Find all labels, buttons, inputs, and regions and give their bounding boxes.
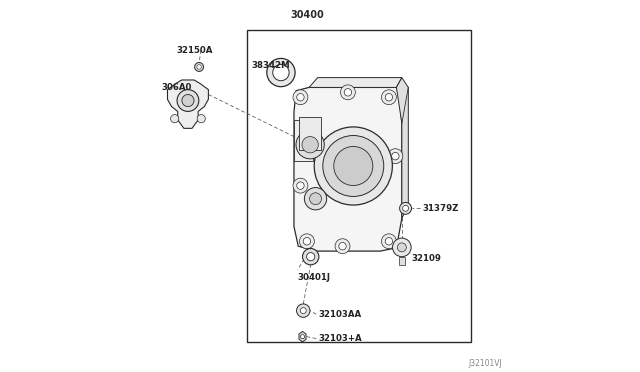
Circle shape — [403, 205, 408, 211]
Circle shape — [293, 178, 308, 193]
Text: 30400: 30400 — [290, 10, 324, 20]
Bar — [248, 30, 470, 342]
Circle shape — [297, 93, 304, 101]
Circle shape — [385, 238, 392, 245]
Circle shape — [388, 149, 403, 164]
Text: 306A0: 306A0 — [162, 83, 192, 92]
Circle shape — [381, 90, 396, 105]
Polygon shape — [396, 78, 408, 218]
Text: 32109: 32109 — [411, 254, 441, 263]
Polygon shape — [168, 80, 209, 128]
Polygon shape — [294, 87, 402, 251]
Circle shape — [340, 85, 355, 100]
Polygon shape — [299, 331, 306, 342]
Circle shape — [303, 238, 310, 245]
Circle shape — [300, 234, 314, 249]
Circle shape — [392, 238, 411, 257]
Text: 30401J: 30401J — [298, 273, 331, 282]
Circle shape — [293, 90, 308, 105]
Text: 38342M: 38342M — [251, 61, 290, 70]
Circle shape — [170, 115, 179, 123]
Circle shape — [344, 89, 351, 96]
Circle shape — [296, 304, 310, 317]
Circle shape — [305, 187, 326, 210]
Circle shape — [399, 202, 412, 214]
Bar — [399, 257, 405, 265]
Circle shape — [197, 65, 202, 69]
Text: 32103+A: 32103+A — [318, 334, 362, 343]
Circle shape — [182, 94, 194, 106]
Text: 32103AA: 32103AA — [318, 310, 361, 319]
Text: 31379Z: 31379Z — [422, 204, 459, 213]
Circle shape — [300, 308, 306, 314]
Circle shape — [273, 64, 289, 81]
Circle shape — [297, 182, 304, 189]
Circle shape — [197, 115, 205, 123]
Circle shape — [334, 147, 373, 186]
Circle shape — [314, 127, 392, 205]
Circle shape — [381, 234, 396, 249]
Circle shape — [307, 253, 315, 261]
Text: 32150A: 32150A — [177, 46, 213, 55]
Circle shape — [195, 62, 204, 71]
Circle shape — [302, 137, 318, 153]
Text: J32101VJ: J32101VJ — [468, 359, 502, 368]
Circle shape — [323, 135, 384, 196]
Circle shape — [339, 243, 346, 250]
Circle shape — [385, 93, 392, 101]
Circle shape — [177, 90, 199, 111]
Circle shape — [310, 193, 321, 205]
Circle shape — [303, 248, 319, 265]
Bar — [300, 117, 321, 150]
Circle shape — [300, 335, 305, 339]
Bar — [294, 120, 314, 161]
Circle shape — [267, 58, 295, 87]
Circle shape — [335, 239, 350, 254]
Polygon shape — [309, 78, 402, 87]
Circle shape — [397, 243, 406, 252]
Circle shape — [296, 131, 324, 159]
Circle shape — [392, 153, 399, 160]
